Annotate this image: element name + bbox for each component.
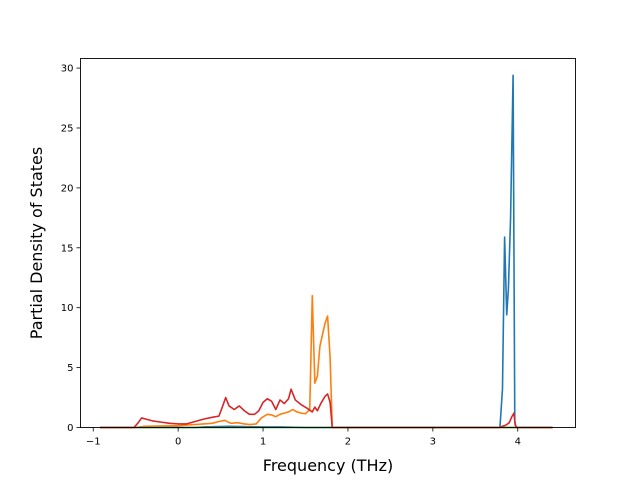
y-tick-label: 10 — [61, 303, 74, 314]
x-tick-label: 4 — [515, 437, 521, 448]
x-tick-label: 0 — [175, 437, 181, 448]
y-tick-label: 15 — [61, 243, 74, 254]
y-tick-label: 25 — [61, 123, 74, 134]
x-axis-label: Frequency (THz) — [263, 456, 393, 475]
series-line-0 — [100, 74, 553, 429]
y-tick-label: 5 — [67, 363, 73, 374]
y-axis-label: Partial Density of States — [27, 147, 46, 339]
x-axis: −1 0 1 2 3 4 — [86, 427, 521, 448]
y-tick-label: 20 — [61, 183, 74, 194]
x-tick-label: −1 — [86, 437, 101, 448]
x-tick-label: 3 — [430, 437, 436, 448]
x-tick-label: 1 — [260, 437, 266, 448]
x-tick-label: 2 — [345, 437, 351, 448]
series-line-1 — [100, 294, 553, 429]
y-tick-label: 0 — [67, 423, 73, 434]
y-axis: 0 5 10 15 20 25 30 — [61, 64, 81, 434]
plot-frame — [80, 58, 576, 428]
y-tick-label: 30 — [61, 64, 74, 75]
